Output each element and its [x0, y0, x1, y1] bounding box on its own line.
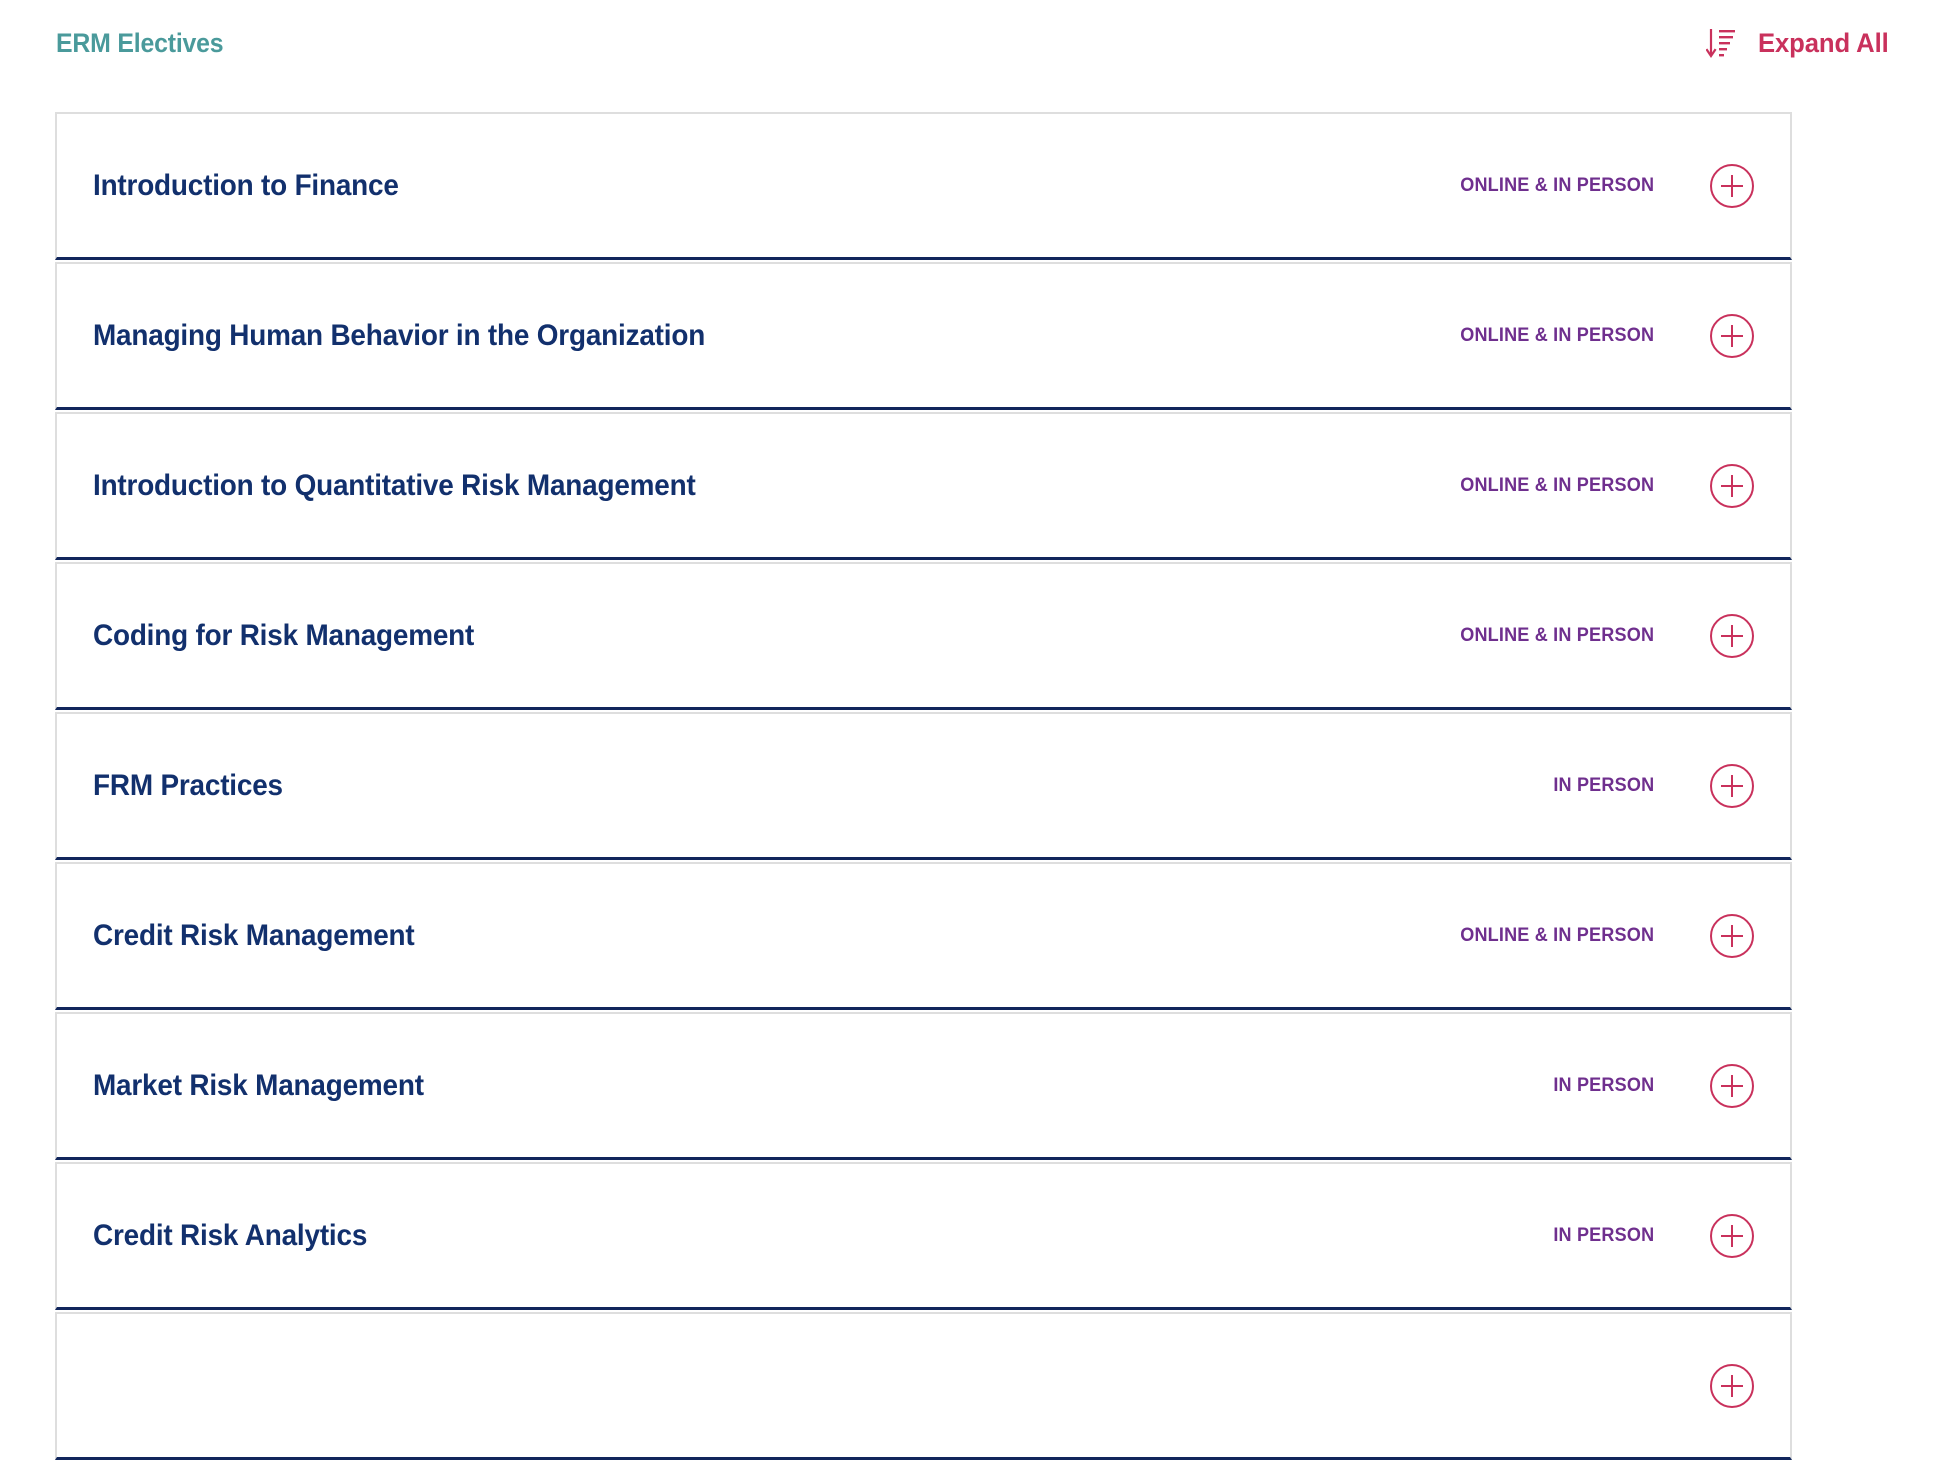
course-title: Credit Risk Analytics: [93, 1218, 368, 1252]
course-title: FRM Practices: [93, 768, 283, 802]
course-card-credit-risk-management[interactable]: Credit Risk Management ONLINE & IN PERSO…: [55, 862, 1792, 1010]
course-title: Coding for Risk Management: [93, 618, 475, 652]
course-card-credit-risk-analytics[interactable]: Credit Risk Analytics IN PERSON: [55, 1162, 1792, 1310]
course-title: Market Risk Management: [93, 1068, 424, 1102]
plus-circle-icon[interactable]: [1710, 913, 1754, 958]
expand-all-label: Expand All: [1758, 27, 1890, 58]
delivery-mode-badge: IN PERSON: [1552, 1074, 1654, 1096]
course-title: Managing Human Behavior in the Organizat…: [93, 318, 706, 352]
course-list: Introduction to Finance ONLINE & IN PERS…: [55, 112, 1792, 1462]
course-title: Credit Risk Management: [93, 918, 415, 952]
plus-circle-icon[interactable]: [1710, 763, 1754, 808]
course-title: Introduction to Finance: [93, 168, 399, 202]
course-card-introduction-to-quantitative-risk-management[interactable]: Introduction to Quantitative Risk Manage…: [55, 412, 1792, 560]
page-title: ERM Electives: [56, 27, 224, 58]
plus-circle-icon[interactable]: [1710, 313, 1754, 358]
plus-circle-icon[interactable]: [1710, 463, 1754, 508]
course-card-next-partial[interactable]: [55, 1312, 1792, 1460]
page-header: ERM Electives Expand All: [0, 0, 1952, 86]
course-card-market-risk-management[interactable]: Market Risk Management IN PERSON: [55, 1012, 1792, 1160]
course-card-coding-for-risk-management[interactable]: Coding for Risk Management ONLINE & IN P…: [55, 562, 1792, 710]
course-title: Introduction to Quantitative Risk Manage…: [93, 468, 696, 502]
plus-circle-icon[interactable]: [1710, 1063, 1754, 1108]
plus-circle-icon[interactable]: [1710, 1213, 1754, 1258]
delivery-mode-badge: ONLINE & IN PERSON: [1460, 174, 1654, 196]
delivery-mode-badge: ONLINE & IN PERSON: [1460, 474, 1654, 496]
plus-circle-icon[interactable]: [1710, 1363, 1754, 1408]
delivery-mode-badge: ONLINE & IN PERSON: [1460, 324, 1654, 346]
expand-all-button[interactable]: Expand All: [1706, 27, 1896, 59]
delivery-mode-badge: IN PERSON: [1552, 1224, 1654, 1246]
delivery-mode-badge: IN PERSON: [1552, 774, 1654, 796]
plus-circle-icon[interactable]: [1710, 163, 1754, 208]
course-card-frm-practices[interactable]: FRM Practices IN PERSON: [55, 712, 1792, 860]
sort-descending-icon: [1706, 27, 1736, 59]
course-card-introduction-to-finance[interactable]: Introduction to Finance ONLINE & IN PERS…: [55, 112, 1792, 260]
delivery-mode-badge: ONLINE & IN PERSON: [1460, 924, 1654, 946]
delivery-mode-badge: ONLINE & IN PERSON: [1460, 624, 1654, 646]
plus-circle-icon[interactable]: [1710, 613, 1754, 658]
course-card-managing-human-behavior-in-the-organization[interactable]: Managing Human Behavior in the Organizat…: [55, 262, 1792, 410]
